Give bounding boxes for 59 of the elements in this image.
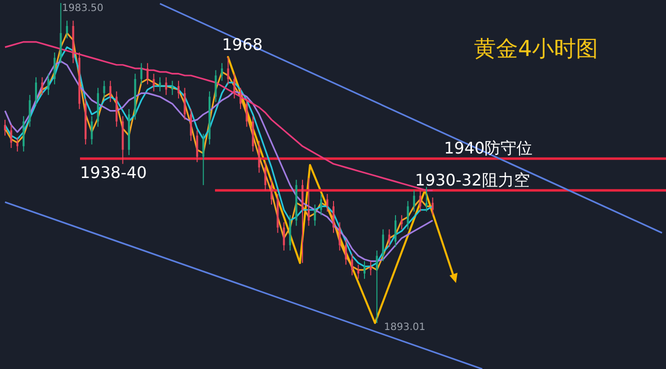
candlestick	[376, 250, 378, 324]
candlestick	[394, 214, 396, 248]
candlestick	[178, 80, 180, 99]
candlestick	[171, 80, 174, 96]
candlestick	[258, 140, 260, 174]
candlestick	[432, 196, 434, 216]
candlestick	[158, 76, 161, 92]
candlestick	[146, 62, 149, 85]
candlestick	[314, 204, 316, 226]
candlestick	[382, 228, 384, 262]
annotation: 1938-40	[80, 163, 147, 182]
candlestick	[413, 190, 416, 212]
candlestick	[152, 73, 155, 92]
candlestick	[66, 20, 68, 39]
candlestick	[165, 76, 168, 96]
candlestick	[10, 124, 12, 148]
text: 黄金4小时图	[474, 37, 598, 62]
candlestick	[184, 87, 186, 120]
candlestick	[270, 179, 273, 206]
candlestick	[140, 62, 142, 85]
candlestick	[196, 130, 198, 163]
candlestick	[34, 76, 37, 106]
ref-line-label: 1930-32阻力空	[415, 170, 530, 190]
candlestick	[4, 119, 6, 136]
candlestick	[41, 76, 44, 96]
candlestick	[338, 222, 341, 252]
candlestick	[308, 178, 310, 226]
candlestick	[363, 260, 366, 280]
candlestick	[332, 200, 334, 234]
candlestick	[406, 200, 409, 230]
candlestick	[109, 80, 112, 103]
candlestick	[190, 108, 192, 142]
candlestick	[233, 73, 236, 99]
candlestick	[103, 80, 106, 99]
candlestick	[282, 222, 285, 252]
candlestick	[246, 98, 248, 128]
candlestick	[264, 162, 266, 191]
annotation: 1893.01	[384, 322, 426, 333]
annotation: 1983.50	[62, 3, 104, 14]
candlestick	[202, 133, 204, 186]
candlestick	[47, 73, 50, 96]
candlestick	[425, 186, 428, 212]
candlestick	[400, 214, 403, 230]
candlestick	[54, 52, 56, 85]
candlestick	[90, 116, 93, 145]
candlestick	[344, 239, 347, 266]
candlestick	[320, 193, 322, 216]
candlestick	[388, 228, 390, 248]
candlestick	[214, 70, 217, 103]
candlestick	[370, 260, 372, 276]
candlestick	[28, 94, 31, 128]
candlestick	[419, 190, 422, 212]
candlestick	[227, 56, 230, 85]
candlestick	[220, 62, 223, 82]
candlestick	[351, 254, 354, 276]
candlestick	[16, 136, 18, 152]
candlestick	[326, 193, 328, 212]
candlestick	[240, 87, 242, 110]
candlestick	[357, 264, 360, 280]
